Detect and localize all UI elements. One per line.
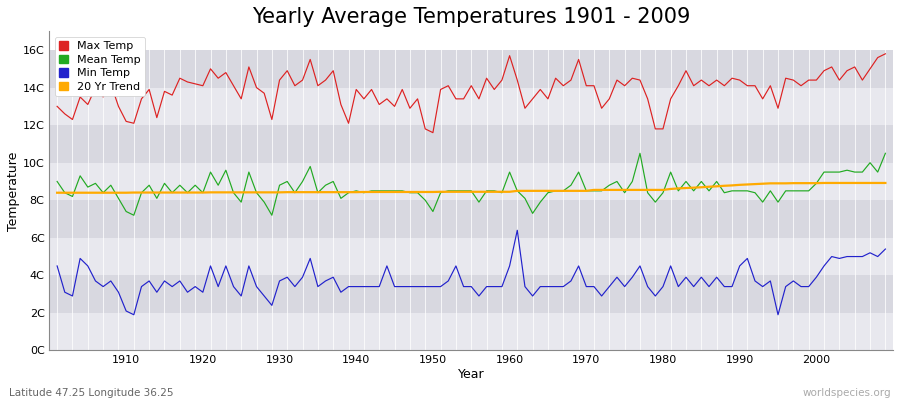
Bar [50,238,893,275]
Y-axis label: Temperature: Temperature [7,151,20,230]
Bar [50,125,893,163]
Bar [50,88,893,125]
Title: Yearly Average Temperatures 1901 - 2009: Yearly Average Temperatures 1901 - 2009 [252,7,690,27]
Bar [50,275,893,313]
Legend: Max Temp, Mean Temp, Min Temp, 20 Yr Trend: Max Temp, Mean Temp, Min Temp, 20 Yr Tre… [55,37,145,96]
Text: worldspecies.org: worldspecies.org [803,388,891,398]
Bar [50,163,893,200]
X-axis label: Year: Year [458,368,484,381]
Bar [50,200,893,238]
Bar [50,313,893,350]
Bar [50,50,893,88]
Text: Latitude 47.25 Longitude 36.25: Latitude 47.25 Longitude 36.25 [9,388,174,398]
